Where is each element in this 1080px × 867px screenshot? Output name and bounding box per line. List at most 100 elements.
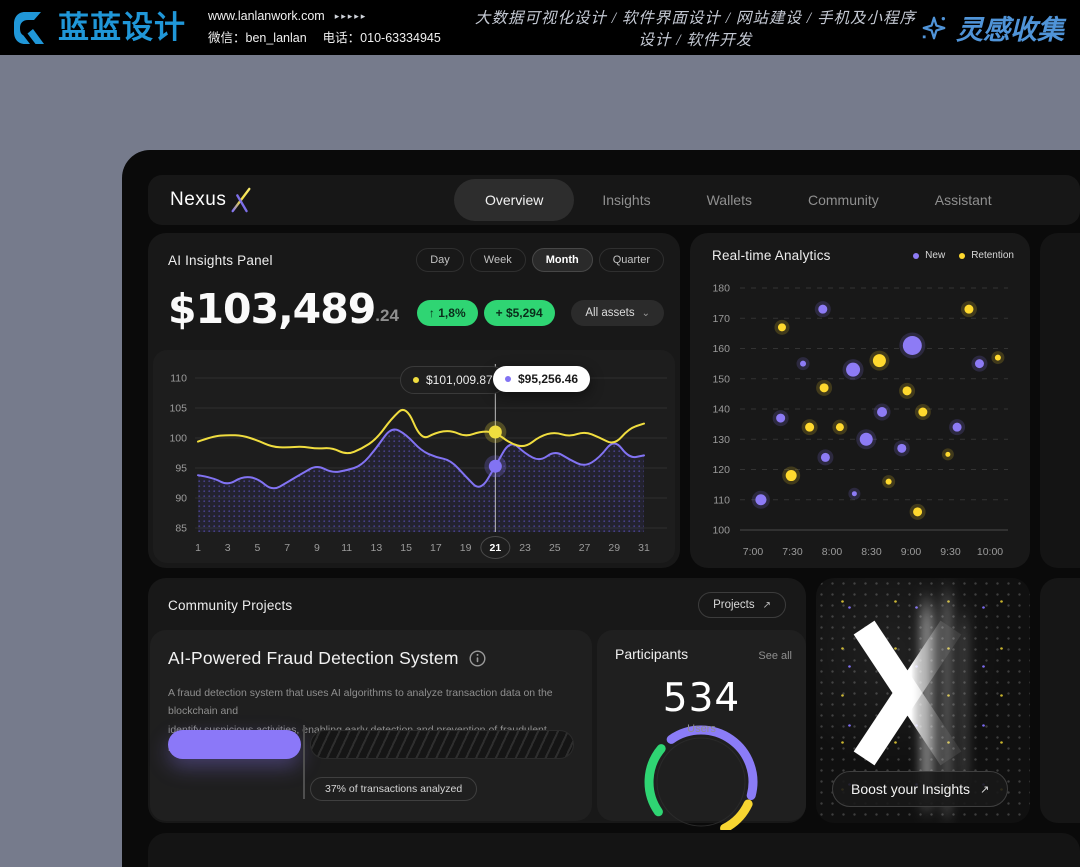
- inspiration-collect[interactable]: 灵感收集: [920, 8, 1080, 47]
- nav-items: Overview Insights Wallets Community Assistan…: [454, 179, 992, 221]
- brand-name: 蓝蓝设计: [58, 10, 186, 45]
- range-tab-quarter[interactable]: Quarter: [598, 248, 664, 272]
- phone-label: 电话：010-63334945: [322, 31, 441, 45]
- card-ai-insights: AI Insights Panel Day Week Month Quarter $1…: [148, 233, 680, 568]
- bubble-retention[interactable]: [945, 451, 951, 457]
- y-axis-tick-label: 140: [712, 404, 730, 416]
- bubble-new[interactable]: [818, 304, 828, 314]
- y-axis-tick-label: 110: [713, 494, 730, 506]
- card-partial-bottom: [148, 833, 1080, 867]
- boost-insights-button[interactable]: Boost your Insights ↗: [832, 771, 1009, 807]
- portfolio-value: $103,489: [168, 285, 376, 333]
- bubble-retention[interactable]: [964, 304, 974, 314]
- top-navbar: Nexus Overview Insights Wallets Community As…: [148, 175, 1080, 225]
- bubble-retention[interactable]: [805, 422, 815, 432]
- bubble-new[interactable]: [897, 443, 907, 453]
- gauge-segment-yellow: [720, 799, 753, 833]
- nexus-logo[interactable]: Nexus: [170, 187, 253, 213]
- tooltip-new: $95,256.46: [493, 366, 591, 392]
- x-axis-tick-label: 10:00: [977, 546, 1003, 558]
- line-chart-panel: 110 105 100 95 90 85 1 3 5 7 9 11 13 15 17 19 21 23 25 27 29…: [153, 350, 675, 563]
- bubble-chart[interactable]: 180 170 160 150 140 130 120 110 100 7:00 7:30 8:00 8…: [690, 233, 1030, 568]
- lanlan-logo-icon: [14, 11, 44, 44]
- community-title: Community Projects: [168, 597, 293, 613]
- bubble-retention[interactable]: [835, 423, 844, 432]
- x-axis-tick-label: 1: [195, 542, 201, 554]
- nav-item-wallets[interactable]: Wallets: [706, 192, 752, 208]
- legend-retention: Retention: [959, 250, 1014, 261]
- scatter-legend: New Retention: [913, 250, 1014, 261]
- nav-item-community[interactable]: Community: [808, 192, 879, 208]
- purple-dot-icon: [505, 376, 511, 382]
- projects-button[interactable]: Projects ↗: [698, 592, 786, 618]
- x-axis-tick-label: 19: [460, 542, 472, 554]
- x-axis-tick-label: 9:00: [901, 546, 922, 558]
- bubble-new[interactable]: [755, 494, 767, 506]
- fraud-title: AI-Powered Fraud Detection System: [168, 648, 459, 668]
- card-partial-right-bottom: [1040, 578, 1080, 823]
- asset-filter-dropdown[interactable]: All assets ⌄: [571, 300, 664, 326]
- progress-bar-fill: [168, 730, 301, 759]
- range-tabs: Day Week Month Quarter: [416, 248, 664, 272]
- services-list: 大数据可视化设计 / 软件界面设计 / 网站建设 / 手机及小程序设计 / 软件…: [474, 9, 916, 49]
- bubble-retention[interactable]: [872, 354, 886, 368]
- y-axis-tick-label: 160: [712, 343, 730, 355]
- change-percent-badge: ↑ 1,8%: [416, 300, 478, 326]
- nav-item-assistant[interactable]: Assistant: [934, 192, 992, 208]
- y-axis-tick-label: 180: [712, 283, 730, 295]
- x-glyph-art: [853, 596, 968, 811]
- x-axis-tick-label: 21: [489, 542, 501, 554]
- url-arrows-icon: ▸▸▸▸▸: [334, 10, 368, 21]
- y-axis-tick-label: 110: [170, 373, 187, 385]
- bubble-retention[interactable]: [918, 407, 928, 417]
- bubble-new[interactable]: [859, 432, 873, 446]
- x-axis-tick-label: 5: [255, 542, 261, 554]
- legend-label: Retention: [971, 250, 1014, 261]
- bubble-new[interactable]: [800, 360, 807, 367]
- bubble-retention[interactable]: [785, 470, 797, 482]
- y-axis-tick-label: 170: [712, 313, 730, 325]
- fraud-detection-card: AI-Powered Fraud Detection System A frau…: [150, 630, 592, 821]
- bubble-retention[interactable]: [902, 386, 912, 396]
- bubble-new[interactable]: [877, 407, 888, 418]
- banner-contact: www.lanlanwork.com ▸▸▸▸▸ 微信：ben_lanlan 电…: [208, 9, 441, 46]
- bubble-retention[interactable]: [913, 507, 923, 517]
- bubble-new[interactable]: [776, 413, 786, 423]
- bubble-retention[interactable]: [819, 383, 829, 393]
- nexus-dashboard-window: Nexus Overview Insights Wallets Community As…: [122, 150, 1080, 867]
- info-icon[interactable]: [469, 650, 486, 667]
- range-tab-month[interactable]: Month: [531, 248, 593, 272]
- realtime-title: Real-time Analytics: [712, 248, 831, 263]
- bubble-retention[interactable]: [994, 354, 1001, 361]
- bubble-new[interactable]: [902, 335, 922, 355]
- bubble-new[interactable]: [952, 422, 962, 432]
- bubble-new[interactable]: [851, 491, 857, 497]
- bubble-new[interactable]: [846, 362, 861, 377]
- nav-item-insights[interactable]: Insights: [602, 192, 651, 208]
- arrow-up-right-icon: ↗: [762, 599, 771, 611]
- y-axis-tick-label: 130: [712, 434, 730, 446]
- projects-button-label: Projects: [713, 599, 755, 611]
- bubble-new[interactable]: [820, 452, 830, 462]
- gauge-svg: [644, 725, 758, 833]
- card-boost-insights[interactable]: Boost your Insights ↗: [816, 578, 1030, 823]
- card-realtime-analytics: Real-time Analytics New Retention 180 170 1…: [690, 233, 1030, 568]
- range-tab-day[interactable]: Day: [416, 248, 464, 272]
- x-axis-tick-label: 8:30: [861, 546, 882, 558]
- bubble-retention[interactable]: [885, 478, 892, 485]
- x-axis-tick-label: 11: [341, 542, 352, 554]
- x-axis-tick-label: 15: [400, 542, 412, 554]
- change-amount-badge: + $5,294: [483, 300, 555, 326]
- bubble-retention[interactable]: [777, 323, 786, 332]
- legend-new: New: [913, 250, 945, 261]
- website-url[interactable]: www.lanlanwork.com: [208, 9, 325, 23]
- y-axis-tick-label: 95: [175, 463, 187, 475]
- nav-item-overview[interactable]: Overview: [454, 179, 575, 221]
- participants-card: Participants See all 534 Users: [597, 630, 806, 833]
- participants-title: Participants: [615, 646, 689, 662]
- bubble-new[interactable]: [974, 359, 984, 369]
- see-all-link[interactable]: See all: [758, 650, 792, 662]
- participants-gauge: [597, 670, 806, 833]
- range-tab-week[interactable]: Week: [469, 248, 526, 272]
